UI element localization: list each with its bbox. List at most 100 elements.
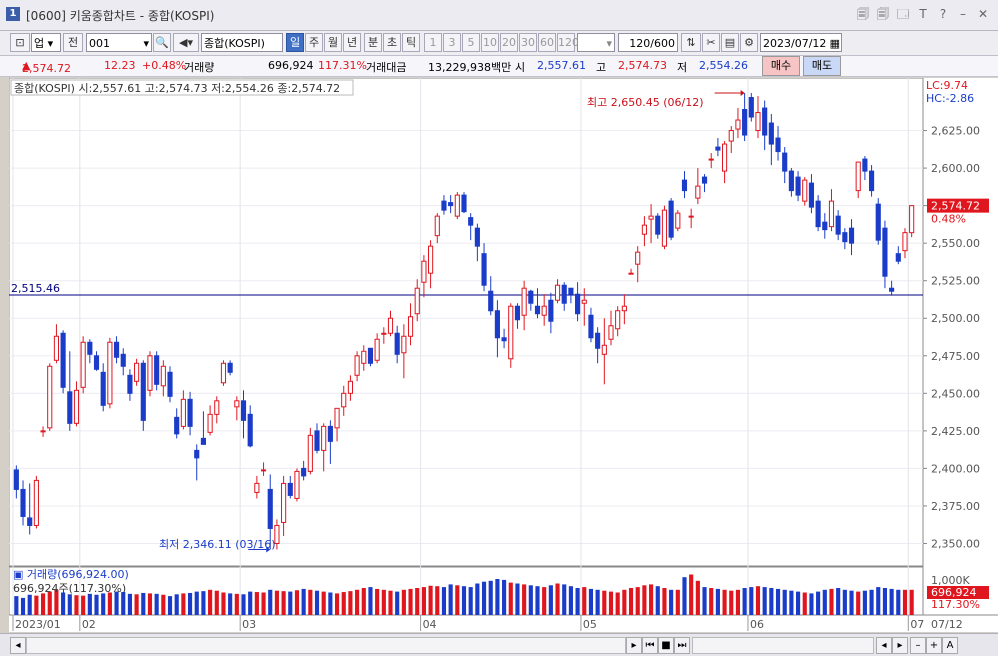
- volume-bar: [87, 593, 92, 615]
- volume-bar: [695, 580, 700, 615]
- candle-body: [127, 374, 133, 394]
- volume-bar: [649, 584, 654, 615]
- num-30[interactable]: 30: [519, 33, 537, 52]
- num-1[interactable]: 1: [424, 33, 442, 52]
- interval-select[interactable]: ▾: [577, 33, 615, 52]
- candle-body: [441, 200, 447, 211]
- minimize-icon[interactable]: –: [960, 7, 966, 21]
- zoom-left-icon[interactable]: ◂: [876, 637, 892, 654]
- candle-body: [661, 209, 668, 247]
- auto-icon[interactable]: A: [942, 637, 958, 654]
- scroll-left-icon[interactable]: ◂: [10, 637, 26, 654]
- tab-day[interactable]: 일: [286, 33, 304, 52]
- tab-month[interactable]: 월: [324, 33, 342, 52]
- num-20[interactable]: 20: [500, 33, 518, 52]
- volume-bar: [475, 583, 480, 615]
- code-input[interactable]: 001 ▾: [86, 33, 152, 52]
- zoom-out-icon[interactable]: –: [910, 637, 926, 654]
- volume-title-text: 거래량(696,924.00): [27, 568, 129, 581]
- font-icon[interactable]: T: [919, 7, 927, 21]
- candle-body: [274, 524, 280, 544]
- market-select[interactable]: 업 ▾: [31, 33, 61, 52]
- candle-body: [835, 215, 841, 235]
- scroll-right-icon[interactable]: ▸: [626, 637, 642, 654]
- candle-body: [401, 335, 407, 354]
- candle-body: [220, 362, 227, 384]
- tool-icon[interactable]: ✂: [702, 33, 720, 52]
- buy-button[interactable]: 매수: [762, 56, 800, 76]
- volume-bar: [909, 589, 914, 615]
- candle-body: [722, 143, 728, 172]
- search-icon[interactable]: 🔍: [153, 33, 171, 52]
- volume-bar: [775, 588, 781, 615]
- candle-body: [655, 215, 661, 235]
- tab-tick[interactable]: 틱: [402, 33, 420, 52]
- candle-body: [648, 215, 654, 220]
- help-icon[interactable]: ?: [939, 7, 947, 21]
- candle-body: [882, 227, 888, 277]
- zoom-track[interactable]: [692, 637, 874, 654]
- forward-icon[interactable]: ⏭: [674, 637, 690, 654]
- num-5[interactable]: 5: [462, 33, 480, 52]
- y-tick-label: 2,500.00: [931, 312, 980, 325]
- candle-body: [588, 314, 594, 339]
- volume-bar: [829, 588, 834, 615]
- rewind-icon[interactable]: ⏮: [642, 637, 658, 654]
- tab-week[interactable]: 주: [305, 33, 323, 52]
- tab-minute[interactable]: 분: [364, 33, 382, 52]
- volume-bar: [94, 594, 99, 615]
- tab-year[interactable]: 년: [343, 33, 361, 52]
- num-3[interactable]: 3: [443, 33, 461, 52]
- candle-body: [461, 194, 467, 213]
- volume-bar: [582, 587, 587, 615]
- layout-icon[interactable]: ⊡: [10, 33, 30, 52]
- candle-body: [367, 347, 374, 364]
- candle-body: [113, 341, 120, 358]
- candle-body: [521, 287, 527, 316]
- volume-bar: [575, 588, 580, 615]
- indicator-icon[interactable]: ⇅: [681, 33, 701, 52]
- candle-body: [748, 97, 754, 118]
- volume-bar: [735, 589, 741, 615]
- volume-bar: [816, 591, 821, 615]
- sound-icon[interactable]: ◀▾: [173, 33, 199, 52]
- close-icon[interactable]: ✕: [977, 7, 989, 21]
- scrollbar-track[interactable]: [26, 637, 626, 654]
- volume-bar: [548, 585, 553, 615]
- prev-button[interactable]: 전: [63, 33, 83, 52]
- volume-bar: [842, 589, 847, 615]
- candle-body: [668, 200, 674, 238]
- stop-icon[interactable]: ■: [658, 637, 674, 654]
- date-input[interactable]: 2023/07/12 ▦: [760, 33, 842, 52]
- candle-body: [708, 158, 714, 161]
- num-60[interactable]: 60: [538, 33, 556, 52]
- num-120[interactable]: 120: [557, 33, 579, 52]
- count-input[interactable]: 120/600: [618, 33, 678, 52]
- candle-body: [254, 482, 260, 493]
- volume-bar: [401, 589, 406, 615]
- window-controls: 🗐 🗐 🗔 T ? – ✕: [856, 6, 990, 22]
- chart-svg[interactable]: 2,350.00 2,375.00 2,400.00 2,425.00 2,450.00…: [8, 77, 998, 632]
- x-tick-label: 04: [423, 618, 437, 631]
- candle-body: [73, 389, 80, 424]
- volume-bar: [261, 592, 266, 615]
- candle-body: [889, 287, 895, 292]
- num-10[interactable]: 10: [481, 33, 499, 52]
- candle-body: [554, 284, 561, 301]
- candle-body: [688, 215, 694, 218]
- candle-body: [728, 130, 734, 142]
- calendar-icon[interactable]: ▦: [829, 37, 840, 50]
- gear-icon[interactable]: ⚙: [740, 33, 758, 52]
- restore-icon[interactable]: 🗐: [857, 7, 869, 21]
- save-icon[interactable]: ▤: [721, 33, 739, 52]
- sell-button[interactable]: 매도: [803, 56, 841, 76]
- tab-second[interactable]: 초: [383, 33, 401, 52]
- x-tick-label: 06: [750, 618, 764, 631]
- zoom-right-icon[interactable]: ▸: [892, 637, 908, 654]
- candle-body: [541, 305, 547, 316]
- zoom-in-icon[interactable]: +: [926, 637, 942, 654]
- window-icon[interactable]: 🗔: [896, 7, 910, 21]
- tile-icon[interactable]: 🗐: [877, 7, 889, 21]
- candle-body: [147, 355, 153, 391]
- chart-area[interactable]: 2,350.00 2,375.00 2,400.00 2,425.00 2,450.00…: [8, 77, 998, 632]
